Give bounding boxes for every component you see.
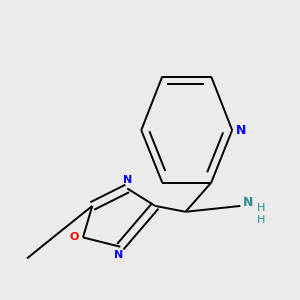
Text: H: H — [257, 203, 266, 213]
Text: H: H — [257, 215, 266, 225]
Text: N: N — [236, 124, 246, 137]
Text: N: N — [123, 175, 132, 185]
Text: N: N — [243, 196, 254, 209]
Text: O: O — [70, 232, 79, 242]
Text: N: N — [114, 250, 123, 260]
